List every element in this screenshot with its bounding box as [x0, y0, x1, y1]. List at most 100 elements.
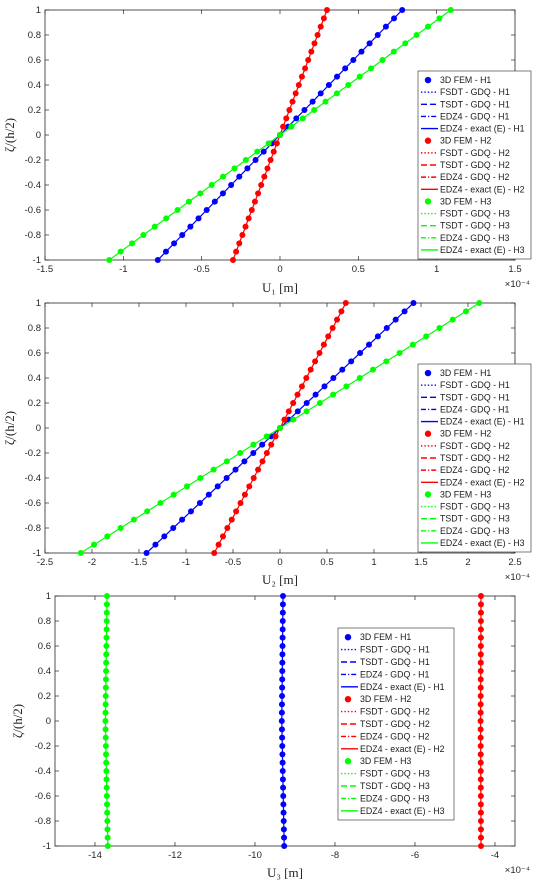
- fem-point-h2: [283, 115, 290, 122]
- y-tick-label: 0.6: [38, 641, 51, 652]
- fem-point-h2: [477, 668, 484, 674]
- fem-point-h1: [279, 601, 286, 608]
- fem-point-h2: [477, 684, 484, 691]
- fem-point-h1: [143, 550, 150, 556]
- fem-point-h2: [236, 240, 243, 247]
- fem-point-h2: [477, 751, 484, 758]
- legend-label: 3D FEM - H2: [440, 136, 491, 146]
- x-exponent-label: ×10⁻⁴: [505, 279, 530, 290]
- legend-item: FSDT - GDQ - H1: [421, 87, 510, 97]
- legend-label: FSDT - GDQ - H3: [440, 502, 510, 512]
- legend-label: TSDT - GDQ - H3: [440, 514, 510, 524]
- fem-point-h2: [477, 709, 484, 716]
- legend-label: EDZ4 - exact (E) - H1: [440, 124, 525, 134]
- fem-point-h3: [106, 257, 113, 263]
- fem-point-h3: [77, 550, 84, 556]
- fem-point-h2: [267, 157, 274, 163]
- fem-point-h3: [242, 157, 249, 163]
- fem-point-h2: [298, 73, 305, 80]
- fem-point-h2: [273, 140, 280, 147]
- legend-item: TSDT - GDQ - H3: [421, 514, 510, 524]
- fem-point-h3: [102, 743, 109, 749]
- fem-point-h2: [242, 223, 249, 230]
- fem-point-h2: [281, 416, 288, 423]
- fem-point-h1: [214, 483, 221, 490]
- legend-box: [337, 627, 455, 821]
- x-tick-label: 0.5: [320, 557, 333, 568]
- fem-point-h2: [263, 450, 270, 456]
- fem-point-h2: [255, 190, 262, 197]
- legend-label: EDZ4 - exact (E) - H2: [440, 477, 525, 487]
- fem-point-h2: [477, 726, 484, 733]
- legend-item: EDZ4 - exact (E) - H2: [421, 477, 525, 487]
- legend-item: EDZ4 - GDQ - H3: [421, 526, 510, 536]
- fem-point-h3: [104, 809, 111, 816]
- fem-point-h2: [289, 98, 296, 105]
- fem-point-h1: [279, 668, 286, 674]
- fem-point-h3: [345, 82, 352, 88]
- legend-box: [417, 363, 532, 553]
- x-axis-label: U₂ [m]: [262, 572, 298, 587]
- x-tick-label: -4: [491, 850, 499, 861]
- fem-point-h2: [477, 834, 484, 841]
- fem-point-h1: [260, 148, 267, 155]
- fem-point-h2: [477, 768, 484, 774]
- fem-point-h1: [294, 408, 301, 415]
- fem-point-h3: [356, 73, 363, 80]
- fem-point-h3: [409, 341, 416, 348]
- fem-point-h2: [307, 366, 314, 373]
- fem-point-h3: [102, 693, 109, 699]
- fem-point-h2: [295, 82, 302, 88]
- legend: 3D FEM - H1 FSDT - GDQ - H1 TSDT - GDQ - H…: [417, 363, 532, 553]
- fem-point-h1: [334, 73, 341, 80]
- y-tick-label: -1: [33, 548, 41, 559]
- x-tick-label: -1: [182, 557, 190, 568]
- legend-marker: [424, 76, 432, 84]
- fem-point-h3: [316, 400, 323, 406]
- legend: 3D FEM - H1 FSDT - GDQ - H1 TSDT - GDQ - H…: [417, 70, 532, 260]
- x-axis-label: U₃ [m]: [267, 865, 303, 880]
- fem-point-h1: [279, 659, 286, 666]
- fem-point-h2: [259, 458, 266, 465]
- fem-point-h1: [383, 325, 390, 331]
- fem-point-h1: [278, 726, 285, 733]
- fem-point-h2: [286, 107, 293, 113]
- fem-point-h3: [103, 618, 110, 624]
- legend-label: EDZ4 - GDQ - H2: [360, 731, 430, 741]
- fem-point-h3: [129, 240, 135, 247]
- x-tick-label: -2: [88, 557, 96, 568]
- legend-marker: [424, 491, 432, 498]
- fem-point-h2: [477, 601, 484, 608]
- legend-label: TSDT - GDQ - H2: [440, 160, 510, 170]
- fem-point-h2: [342, 300, 349, 306]
- y-tick-label: -0.2: [25, 448, 41, 459]
- y-tick-label: 0.6: [28, 348, 41, 359]
- fem-point-h3: [436, 15, 443, 22]
- legend-label: 3D FEM - H1: [440, 75, 491, 85]
- fem-point-h2: [320, 341, 327, 348]
- fem-point-h1: [195, 215, 202, 222]
- fem-point-h3: [290, 416, 297, 423]
- legend-item: EDZ4 - GDQ - H1: [421, 111, 510, 121]
- legend-item: FSDT - GDQ - H2: [421, 148, 510, 158]
- y-tick-label: 0.8: [28, 323, 41, 334]
- x-tick-label: -8: [331, 850, 339, 861]
- fem-point-h1: [392, 316, 399, 323]
- y-axis-label: ζ/(h/2): [10, 704, 25, 738]
- fem-point-h2: [478, 843, 484, 849]
- fem-point-h1: [280, 809, 287, 816]
- fem-point-h2: [233, 508, 240, 515]
- fem-point-h3: [220, 173, 227, 180]
- legend: 3D FEM - H1 FSDT - GDQ - H1 TSDT - GDQ - H…: [337, 627, 455, 821]
- legend-item: EDZ4 - GDQ - H2: [421, 465, 510, 475]
- fem-point-h1: [401, 308, 408, 315]
- fem-point-h1: [279, 676, 286, 683]
- fem-point-h1: [391, 15, 398, 22]
- legend-marker: [344, 758, 352, 765]
- fem-point-h2: [316, 350, 323, 356]
- legend-label: 3D FEM - H1: [360, 632, 411, 642]
- fem-point-h3: [263, 433, 270, 440]
- legend-label: EDZ4 - exact (E) - H2: [440, 184, 525, 194]
- x-tick-label: -1.5: [131, 557, 147, 568]
